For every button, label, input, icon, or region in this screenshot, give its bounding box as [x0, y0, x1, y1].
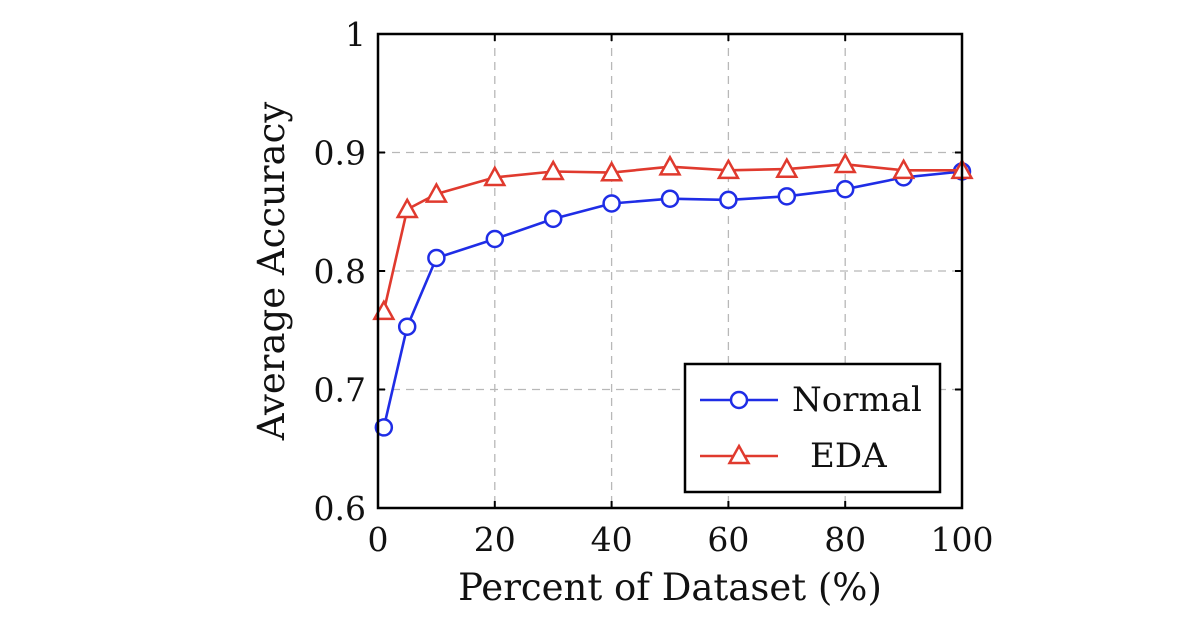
data-point-eda	[599, 160, 624, 182]
data-point-normal	[397, 317, 417, 336]
data-point-normal	[777, 187, 797, 206]
legend-eda-label: EDA	[810, 436, 887, 476]
data-point-eda	[716, 158, 741, 180]
data-point-eda	[833, 152, 857, 174]
x-tick-label: 0	[368, 520, 389, 559]
x-tick-label: 20	[474, 520, 516, 559]
data-point-normal	[660, 189, 680, 208]
x-tick-label: 100	[931, 520, 994, 559]
data-point-eda	[541, 159, 565, 181]
data-point-eda	[424, 181, 449, 203]
data-point-eda	[891, 158, 916, 180]
data-point-normal	[719, 190, 738, 210]
data-point-eda	[775, 157, 799, 178]
data-point-normal	[485, 229, 505, 249]
data-point-normal	[602, 194, 621, 213]
data-point-eda	[483, 165, 507, 187]
x-axis-label: Percent of Dataset (%)	[458, 566, 882, 609]
y-tick-label: 1	[345, 15, 366, 54]
x-tick-label: 60	[707, 520, 749, 559]
y-tick-label: 0.9	[314, 134, 366, 173]
axis-ticks: 0 20 40 60 80 100 0.6 0.7 0.8 0.9 1	[314, 15, 994, 559]
series-line-normal	[382, 170, 963, 428]
data-point-normal	[543, 209, 563, 229]
legend-normal-marker	[729, 390, 749, 410]
x-tick-label: 40	[591, 520, 633, 559]
legend-box	[683, 362, 942, 494]
data-point-eda	[658, 154, 682, 176]
legend-normal-label: Normal	[792, 380, 922, 420]
data-point-normal	[427, 248, 446, 268]
y-axis-label: Average Accuracy	[250, 102, 293, 442]
y-tick-label: 0.7	[314, 371, 366, 410]
data-point-normal	[835, 179, 855, 199]
y-tick-label: 0.6	[314, 489, 366, 528]
data-point-eda	[395, 197, 419, 219]
legend-eda-marker	[727, 443, 751, 465]
x-tick-label: 80	[824, 520, 866, 559]
legend: Normal EDA	[683, 362, 942, 494]
y-tick-label: 0.8	[314, 252, 366, 291]
series-line-eda	[382, 163, 962, 312]
data-point-normal	[374, 418, 394, 437]
series-eda	[372, 152, 974, 321]
